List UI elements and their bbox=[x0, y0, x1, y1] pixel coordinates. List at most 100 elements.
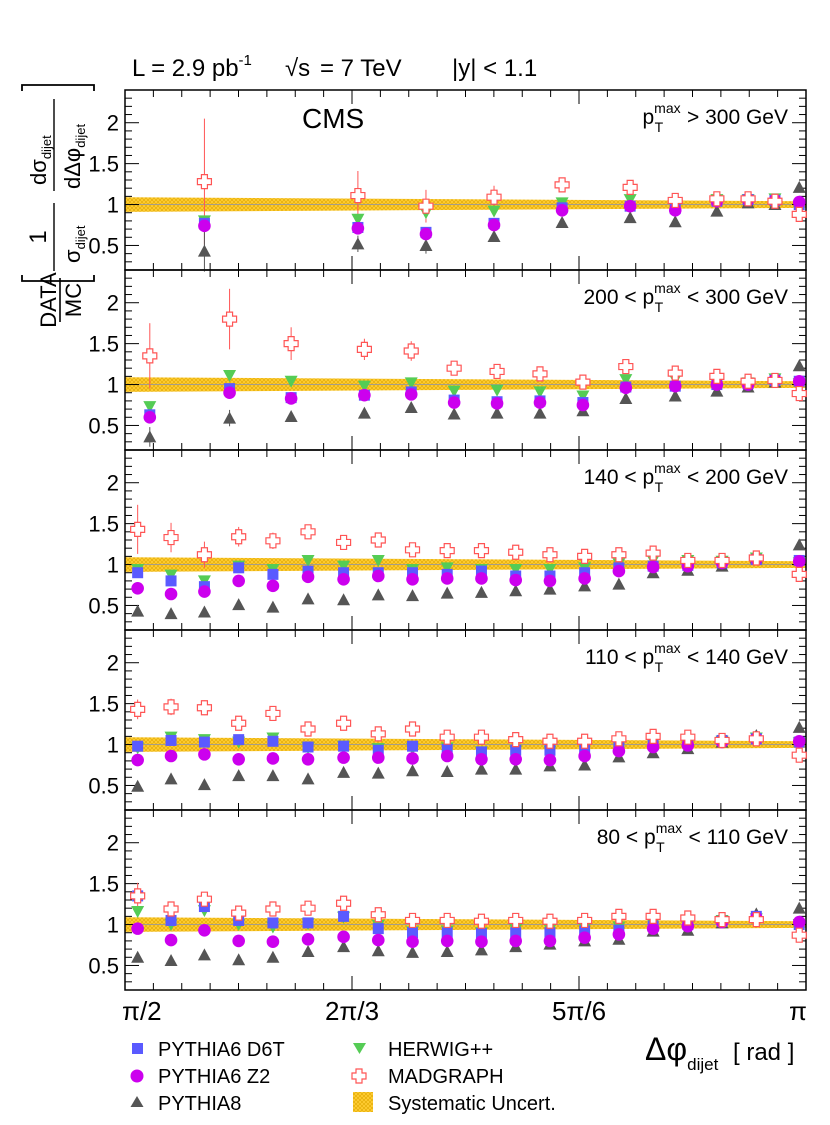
point-madgraph bbox=[680, 910, 696, 926]
point-pythia6-z2 bbox=[164, 933, 178, 947]
point-pythia6-z2 bbox=[612, 744, 626, 758]
point-madgraph bbox=[142, 348, 158, 364]
point-madgraph bbox=[335, 534, 352, 551]
point-pythia8 bbox=[490, 406, 504, 419]
point-pythia6-d6t bbox=[475, 928, 487, 940]
point-madgraph bbox=[300, 900, 316, 916]
point-pythia6-z2 bbox=[198, 219, 211, 233]
point-pythia6-z2 bbox=[612, 928, 626, 941]
point-pythia6-z2 bbox=[198, 748, 211, 761]
point-pythia6-d6t bbox=[132, 740, 144, 752]
ylabel-frac-one: 1 bbox=[25, 230, 52, 243]
point-pythia8 bbox=[623, 211, 637, 224]
point-herwig- bbox=[351, 213, 365, 226]
point-herwig- bbox=[337, 560, 351, 573]
sqrts-value: = 7 TeV bbox=[320, 55, 402, 82]
point-pythia6-z2 bbox=[646, 922, 660, 935]
point-madgraph bbox=[618, 358, 634, 375]
point-pythia8 bbox=[419, 238, 433, 251]
point-pythia6-z2 bbox=[131, 922, 144, 935]
point-pythia6-d6t bbox=[407, 927, 419, 939]
y-tick-label: 2 bbox=[107, 291, 119, 316]
point-pythia8 bbox=[668, 389, 682, 402]
point-pythia6-d6t bbox=[267, 917, 279, 929]
point-pythia6-z2 bbox=[198, 923, 211, 937]
point-pythia6-z2 bbox=[475, 752, 488, 766]
point-pythia6-z2 bbox=[232, 934, 245, 948]
point-madgraph bbox=[370, 726, 386, 742]
x-tick-label: π bbox=[789, 996, 807, 1026]
point-pythia6-z2 bbox=[623, 199, 637, 213]
point-pythia8 bbox=[266, 950, 280, 963]
point-pythia6-d6t bbox=[165, 575, 177, 587]
point-pythia8 bbox=[533, 406, 547, 419]
y-axis-label: DATA MC 1 σdijet dσdijet dΔφdijet bbox=[21, 84, 95, 328]
point-pythia6-z2 bbox=[371, 751, 385, 764]
point-pythia6-d6t bbox=[407, 567, 419, 579]
panel-pt-range-label: 80 < pmax T < 110 GeV bbox=[597, 820, 788, 855]
point-madgraph bbox=[489, 363, 505, 380]
legend-item-pythia6-z2: PYTHIA6 Z2 bbox=[130, 1066, 270, 1088]
point-pythia6-d6t bbox=[302, 741, 314, 753]
point-madgraph bbox=[645, 545, 661, 561]
point-madgraph bbox=[370, 907, 386, 923]
point-pythia6-d6t bbox=[372, 744, 384, 756]
point-herwig- bbox=[619, 374, 633, 387]
y-tick-label: 0.5 bbox=[88, 773, 119, 798]
legend-marker-square-icon bbox=[132, 1043, 143, 1054]
point-herwig- bbox=[404, 377, 418, 390]
point-madgraph bbox=[575, 374, 591, 390]
rapidity-cut: |y| < 1.1 bbox=[452, 55, 537, 82]
legend-label-pythia8: PYTHIA8 bbox=[158, 1093, 241, 1115]
y-tick-label: 0.5 bbox=[88, 413, 119, 438]
point-herwig- bbox=[509, 563, 523, 576]
ylabel-bracket-left bbox=[21, 275, 95, 282]
point-pythia8 bbox=[487, 229, 501, 242]
point-pythia6-z2 bbox=[358, 388, 371, 402]
point-pythia8 bbox=[668, 215, 682, 228]
point-madgraph bbox=[418, 198, 434, 214]
x-axis-title-symbol: Δφdijet bbox=[645, 1031, 719, 1074]
point-herwig- bbox=[440, 562, 454, 575]
point-pythia6-z2 bbox=[164, 749, 178, 763]
point-pythia6-z2 bbox=[555, 203, 569, 217]
point-pythia8 bbox=[301, 592, 315, 605]
point-pythia6-d6t bbox=[407, 740, 419, 752]
point-madgraph bbox=[791, 206, 807, 222]
point-herwig- bbox=[576, 390, 590, 403]
y-tick-label: 1 bbox=[107, 733, 119, 758]
point-pythia6-z2 bbox=[337, 930, 350, 944]
point-pythia6-z2 bbox=[198, 585, 211, 598]
y-tick-label: 1 bbox=[107, 373, 119, 398]
point-pythia6-z2 bbox=[406, 752, 419, 765]
legend-marker-band-icon bbox=[353, 1092, 373, 1112]
point-pythia6-d6t bbox=[510, 927, 522, 939]
point-madgraph bbox=[791, 385, 807, 402]
point-madgraph bbox=[350, 187, 366, 204]
point-pythia8 bbox=[578, 758, 592, 771]
point-madgraph bbox=[709, 368, 725, 384]
point-madgraph bbox=[486, 189, 502, 205]
point-madgraph bbox=[130, 888, 146, 904]
point-pythia6-z2 bbox=[131, 753, 144, 767]
point-pythia8 bbox=[440, 945, 454, 958]
point-pythia8 bbox=[509, 762, 523, 775]
panel-2: 0.5 1 1.5 2 200 < pmax T < 300 GeV bbox=[88, 269, 807, 451]
point-pythia8 bbox=[131, 779, 145, 792]
x-axis-tick-labels: π/2 2π/3 5π/6 π bbox=[122, 996, 807, 1026]
point-pythia8 bbox=[440, 586, 454, 599]
point-pythia6-d6t bbox=[132, 567, 144, 579]
point-madgraph bbox=[403, 343, 419, 359]
point-pythia8 bbox=[131, 604, 145, 617]
point-pythia6-z2 bbox=[301, 932, 315, 946]
point-herwig- bbox=[487, 205, 501, 218]
point-pythia8 bbox=[164, 772, 178, 785]
point-pythia6-z2 bbox=[509, 752, 523, 766]
point-pythia6-z2 bbox=[406, 935, 419, 949]
y-tick-label: 2 bbox=[107, 111, 119, 136]
point-madgraph bbox=[748, 731, 764, 747]
point-pythia6-d6t bbox=[475, 746, 487, 758]
point-pythia6-z2 bbox=[646, 560, 660, 574]
point-pythia6-z2 bbox=[792, 554, 806, 568]
